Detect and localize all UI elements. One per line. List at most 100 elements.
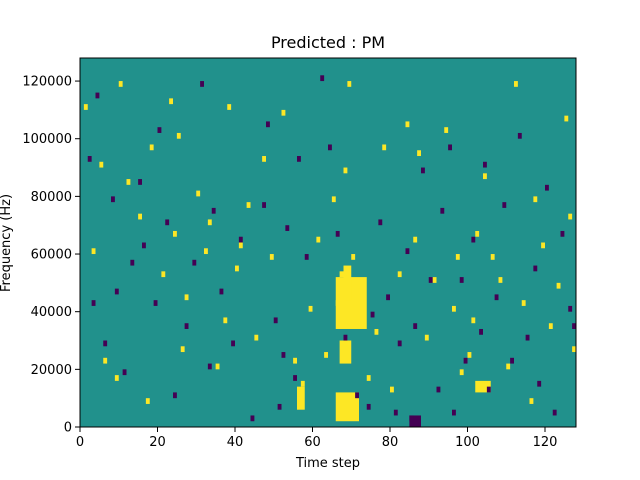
low-energy-cell bbox=[421, 167, 425, 174]
high-energy-block bbox=[335, 392, 359, 422]
high-energy-cell bbox=[514, 81, 518, 87]
low-energy-cell bbox=[320, 75, 325, 82]
low-energy-cell bbox=[114, 288, 119, 295]
low-energy-cell bbox=[448, 144, 452, 151]
plot-area bbox=[79, 57, 577, 428]
high-energy-cell bbox=[215, 363, 220, 370]
high-energy-cell bbox=[564, 115, 569, 122]
low-energy-cell bbox=[537, 380, 542, 387]
low-energy-cell bbox=[142, 242, 146, 249]
x-axis: 0 20 40 60 80 100 120 bbox=[76, 427, 558, 450]
high-energy-cell bbox=[366, 375, 371, 381]
high-energy-cell bbox=[351, 254, 356, 260]
low-energy-cell bbox=[397, 340, 402, 347]
low-energy-cell bbox=[328, 144, 332, 151]
low-energy-cell bbox=[502, 202, 507, 208]
high-energy-cell bbox=[390, 386, 394, 393]
high-energy-cell bbox=[126, 179, 131, 185]
high-energy-block bbox=[297, 386, 305, 410]
low-energy-cell bbox=[130, 259, 135, 266]
low-energy-cell bbox=[355, 392, 359, 399]
high-energy-cell bbox=[541, 242, 545, 249]
high-energy-cell bbox=[359, 288, 363, 295]
high-energy-cell bbox=[169, 98, 173, 105]
low-energy-cell bbox=[293, 375, 297, 381]
high-energy-cell bbox=[459, 369, 464, 376]
low-energy-cell bbox=[231, 340, 235, 347]
low-energy-cell bbox=[277, 403, 282, 410]
high-energy-cell bbox=[568, 213, 573, 220]
high-energy-cell bbox=[180, 346, 185, 353]
high-energy-cell bbox=[347, 81, 352, 87]
x-tick-label: 80 bbox=[382, 435, 399, 450]
low-energy-cell bbox=[552, 409, 557, 416]
high-energy-cell bbox=[444, 127, 449, 133]
high-energy-cell bbox=[483, 173, 487, 180]
low-energy-cell bbox=[452, 409, 456, 416]
high-energy-cell bbox=[475, 230, 480, 237]
low-energy-cell bbox=[343, 334, 348, 341]
low-energy-cell bbox=[393, 409, 398, 416]
high-energy-cell bbox=[207, 219, 212, 226]
x-axis-title: Time step bbox=[295, 456, 360, 471]
y-tick-label: 0 bbox=[64, 421, 72, 436]
high-energy-cell bbox=[374, 328, 379, 335]
high-energy-cell bbox=[204, 248, 208, 255]
low-energy-cell bbox=[266, 121, 270, 128]
low-energy-cell bbox=[285, 225, 290, 231]
low-energy-cell bbox=[297, 156, 301, 162]
low-energy-cell bbox=[486, 386, 491, 393]
low-energy-cell bbox=[207, 363, 212, 370]
y-axis-title: Frequency (Hz) bbox=[0, 194, 14, 292]
high-energy-cell bbox=[324, 352, 328, 358]
y-tick-label: 100000 bbox=[22, 132, 72, 147]
high-energy-cell bbox=[145, 398, 150, 404]
low-energy-cell bbox=[95, 92, 100, 99]
high-energy-cell bbox=[149, 144, 154, 151]
low-energy-cell bbox=[440, 207, 445, 214]
low-energy-cell bbox=[184, 323, 189, 329]
high-energy-cell bbox=[490, 254, 495, 260]
high-energy-block bbox=[343, 265, 352, 301]
y-axis: 0 20000 40000 60000 80000 100000 120000 bbox=[22, 75, 80, 436]
high-energy-cell bbox=[506, 363, 511, 370]
low-energy-cell bbox=[378, 219, 383, 226]
high-energy-cell bbox=[331, 196, 336, 203]
low-energy-cell bbox=[409, 415, 414, 422]
y-tick-label: 40000 bbox=[31, 305, 72, 320]
low-energy-cell bbox=[200, 81, 204, 87]
low-energy-cell bbox=[572, 323, 576, 329]
low-energy-cell bbox=[463, 357, 468, 364]
high-energy-block bbox=[339, 340, 352, 364]
high-energy-cell bbox=[316, 236, 321, 243]
low-energy-cell bbox=[545, 184, 549, 191]
x-tick-label: 100 bbox=[455, 435, 480, 450]
heatmap-background bbox=[80, 58, 576, 427]
high-energy-cell bbox=[238, 242, 243, 249]
low-energy-cell bbox=[103, 340, 108, 347]
high-energy-block bbox=[475, 380, 491, 393]
low-energy-cell bbox=[517, 132, 522, 139]
low-energy-cell bbox=[157, 127, 162, 133]
low-energy-cell bbox=[510, 357, 514, 364]
high-energy-cell bbox=[452, 305, 456, 312]
high-energy-cell bbox=[196, 190, 201, 197]
high-energy-cell bbox=[405, 121, 410, 128]
low-energy-cell bbox=[479, 328, 483, 335]
x-tick-label: 60 bbox=[304, 435, 321, 450]
y-tick-label: 80000 bbox=[31, 190, 72, 205]
x-tick-label: 120 bbox=[533, 435, 558, 450]
low-energy-cell bbox=[211, 207, 216, 214]
low-energy-cell bbox=[304, 254, 309, 260]
low-energy-cell bbox=[525, 334, 530, 341]
high-energy-cell bbox=[335, 300, 340, 306]
low-energy-cell bbox=[370, 311, 375, 318]
low-energy-cell bbox=[533, 265, 538, 272]
low-energy-cell bbox=[273, 317, 278, 324]
high-energy-cell bbox=[223, 317, 228, 324]
high-energy-cell bbox=[432, 277, 437, 283]
low-energy-block bbox=[409, 415, 421, 427]
x-tick-label: 20 bbox=[149, 435, 166, 450]
high-energy-cell bbox=[118, 81, 123, 87]
